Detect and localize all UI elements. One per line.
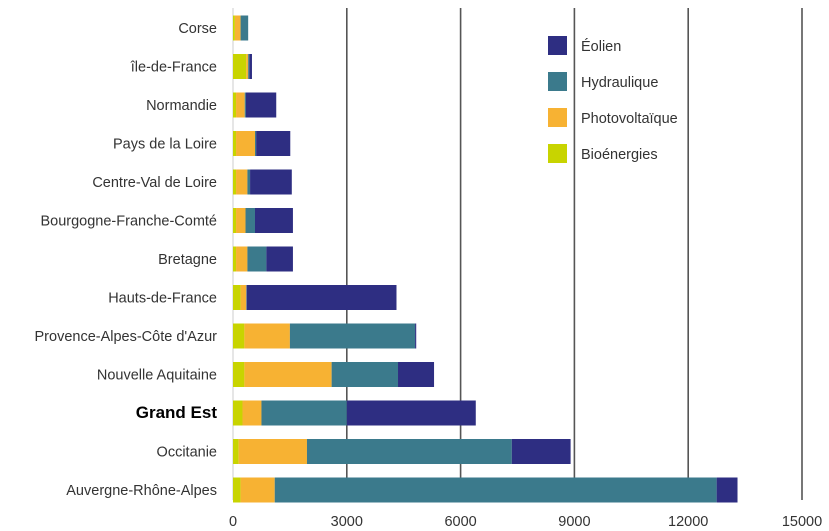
category-label-occitanie: Occitanie (157, 445, 217, 461)
bar-photovoltaique-bretagne (236, 246, 248, 272)
legend-item-eolien: Éolien (548, 36, 621, 55)
bar-photovoltaique-ile-de-france (246, 54, 249, 79)
bar-eolien-bretagne (266, 246, 293, 272)
bar-bioenergies-hauts-de-france (233, 285, 241, 310)
bar-photovoltaique-provence-alpes-cote-d-azur (244, 323, 290, 349)
x-axis-tick-labels: 0 3000 6000 9000 12000 15000 (229, 514, 822, 530)
grid-lines (232, 8, 803, 500)
bar-eolien-auvergne-rhone-alpes (716, 477, 738, 503)
bar-hydraulique-occitanie (306, 439, 512, 464)
category-label-bretagne: Bretagne (158, 252, 217, 268)
category-label-normandie: Normandie (146, 98, 217, 114)
bar-eolien-pays-de-la-loire (256, 131, 291, 156)
bar-eolien-grand-est (346, 400, 476, 426)
bar-eolien-normandie (245, 92, 277, 118)
bar-photovoltaique-occitanie (238, 439, 307, 464)
bar-bioenergies-pays-de-la-loire (233, 131, 237, 156)
x-tick-label: 9000 (558, 514, 590, 530)
bar-bioenergies-ile-de-france (233, 54, 247, 79)
legend-item-bioenergies: Bioénergies (548, 144, 658, 163)
bar-hydraulique-grand-est (261, 400, 347, 426)
category-labels: Corse île-de-France Normandie Pays de la Lo… (35, 21, 218, 499)
legend-label: Éolien (581, 38, 621, 55)
bar-eolien-bourgogne-franche-comte (255, 208, 293, 233)
bar-bioenergies-bretagne (233, 246, 237, 272)
bar-bioenergies-auvergne-rhone-alpes (233, 477, 241, 503)
legend-swatch (548, 144, 567, 163)
bar-bioenergies-corse (233, 15, 235, 41)
bar-bioenergies-nouvelle-aquitaine (233, 362, 245, 387)
legend-label: Bioénergies (581, 147, 658, 163)
bar-eolien-hauts-de-france (246, 285, 397, 310)
bar-photovoltaique-nouvelle-aquitaine (244, 362, 332, 387)
legend-item-photovoltaique: Photovoltaïque (548, 108, 678, 127)
bar-eolien-centre-val-de-loire (250, 169, 292, 195)
legend-swatch (548, 36, 567, 55)
bar-photovoltaique-hauts-de-france (240, 285, 247, 310)
bar-bioenergies-normandie (233, 92, 237, 118)
category-label-nouvelle-aquitaine: Nouvelle Aquitaine (97, 368, 217, 384)
category-label-centre-val-de-loire: Centre-Val de Loire (92, 175, 217, 191)
category-label-pays-de-la-loire: Pays de la Loire (113, 137, 217, 153)
bar-bioenergies-provence-alpes-cote-d-azur (233, 323, 245, 349)
bar-photovoltaique-bourgogne-franche-comte (236, 208, 246, 233)
bar-hydraulique-nouvelle-aquitaine (331, 362, 399, 387)
x-tick-label: 6000 (444, 514, 476, 530)
x-tick-label: 3000 (331, 514, 363, 530)
legend: Éolien Hydraulique Photovoltaïque Bioénergi… (548, 36, 678, 163)
category-label-bourgogne-franche-comte: Bourgogne-Franche-Comté (40, 214, 217, 230)
legend-swatch (548, 108, 567, 127)
bar-hydraulique-ile-de-france (248, 54, 250, 79)
bar-bioenergies-centre-val-de-loire (233, 169, 237, 195)
category-label-hauts-de-france: Hauts-de-France (108, 291, 217, 307)
x-tick-label: 15000 (782, 514, 822, 530)
bar-hydraulique-centre-val-de-loire (247, 169, 251, 195)
bar-hydraulique-auvergne-rhone-alpes (274, 477, 717, 503)
legend-swatch (548, 72, 567, 91)
category-label-auvergne-rhone-alpes: Auvergne-Rhône-Alpes (66, 483, 217, 499)
bar-eolien-ile-de-france (249, 54, 252, 79)
category-label-corse: Corse (178, 21, 217, 37)
legend-item-hydraulique: Hydraulique (548, 72, 658, 91)
bar-photovoltaique-normandie (236, 92, 245, 118)
category-label-grand-est: Grand Est (136, 403, 218, 422)
x-tick-label: 0 (229, 514, 237, 530)
legend-label: Hydraulique (581, 75, 658, 91)
bar-photovoltaique-auvergne-rhone-alpes (240, 477, 275, 503)
category-label-ile-de-france: île-de-France (130, 60, 217, 76)
bar-hydraulique-corse (240, 15, 249, 41)
category-label-provence-alpes-cote-d-azur: Provence-Alpes-Côte d'Azur (35, 329, 218, 345)
bar-hydraulique-normandie (244, 92, 246, 118)
bars (233, 15, 738, 503)
bar-hydraulique-pays-de-la-loire (255, 131, 257, 156)
bar-photovoltaique-corse (234, 15, 241, 41)
x-tick-label: 12000 (668, 514, 708, 530)
bar-bioenergies-occitanie (233, 439, 239, 464)
bar-bioenergies-bourgogne-franche-comte (233, 208, 237, 233)
bar-hydraulique-provence-alpes-cote-d-azur (289, 323, 416, 349)
bar-photovoltaique-centre-val-de-loire (236, 169, 248, 195)
bar-eolien-nouvelle-aquitaine (398, 362, 435, 387)
bar-photovoltaique-grand-est (242, 400, 262, 426)
legend-label: Photovoltaïque (581, 111, 678, 127)
bar-bioenergies-grand-est (233, 400, 243, 426)
bar-eolien-provence-alpes-cote-d-azur (415, 323, 417, 349)
bar-hydraulique-bourgogne-franche-comte (245, 208, 256, 233)
bar-photovoltaique-pays-de-la-loire (236, 131, 256, 156)
bar-eolien-occitanie (511, 439, 571, 464)
bar-hydraulique-bretagne (247, 246, 267, 272)
